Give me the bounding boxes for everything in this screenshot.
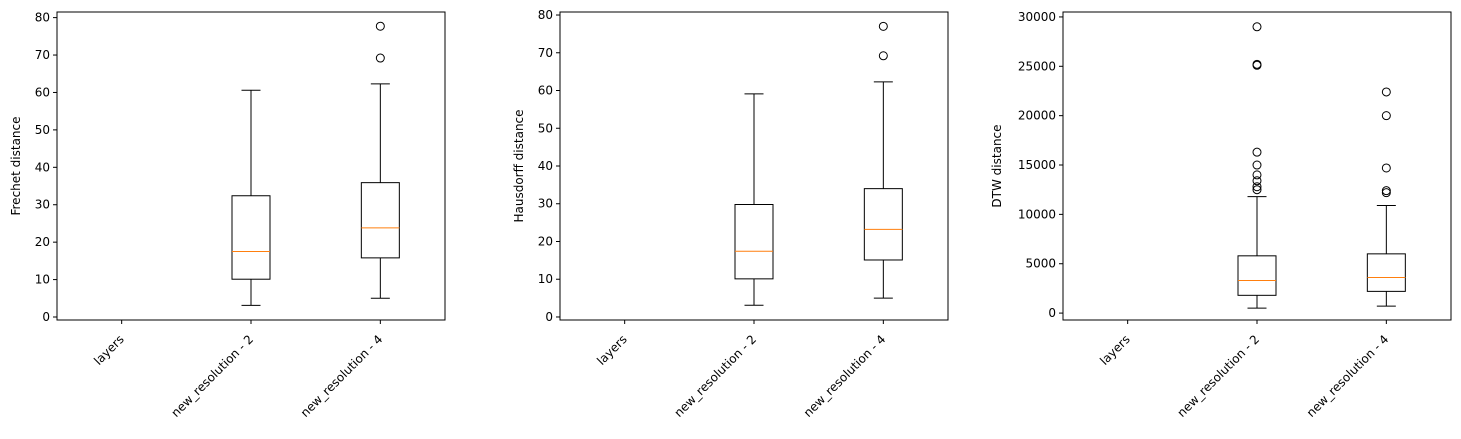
x-tick-label: new_resolution - 2 xyxy=(671,332,759,420)
y-tick-label: 30 xyxy=(35,198,50,212)
y-tick-label: 15000 xyxy=(1018,158,1056,172)
outlier-point xyxy=(878,51,888,61)
iqr-box xyxy=(734,204,774,280)
y-tick-label: 20 xyxy=(538,234,553,248)
x-tick-label: layers xyxy=(91,332,127,368)
iqr-box xyxy=(1237,255,1277,296)
y-tick-label: 25000 xyxy=(1018,59,1056,73)
y-tick-label: 70 xyxy=(35,48,50,62)
y-tick-label: 50 xyxy=(35,123,50,137)
y-tick-label: 20 xyxy=(35,235,50,249)
y-tick-label: 60 xyxy=(538,84,553,98)
outlier-point xyxy=(375,21,385,31)
x-tick-label: new_resolution - 4 xyxy=(1304,332,1392,420)
box-2 xyxy=(734,93,774,306)
outlier-point xyxy=(878,21,888,31)
chart-panel-2: 0 10 20 30 40 50 60 70 80 layers new_resolution - … xyxy=(512,8,949,420)
y-tick-label: 40 xyxy=(538,159,553,173)
chart-panel-1: 0 10 20 30 40 50 60 70 80 layers new_resolution - … xyxy=(9,11,446,420)
chart-panel-3: 0 5000 10000 15000 20000 25000 30000 layers new_… xyxy=(990,10,1452,420)
outlier-point xyxy=(1381,111,1391,121)
y-tick-label: 0 xyxy=(1048,306,1056,320)
outlier-point xyxy=(1381,87,1391,97)
y-axis-label: DTW distance xyxy=(990,124,1004,207)
outlier-point xyxy=(1381,186,1391,196)
y-axis-label: Hausdorff distance xyxy=(512,109,526,222)
y-tick-label: 60 xyxy=(35,85,50,99)
outlier-point xyxy=(1252,22,1262,32)
outlier-point xyxy=(1252,170,1262,180)
y-tick-label: 20000 xyxy=(1018,109,1056,123)
iqr-box xyxy=(863,188,903,261)
box-2 xyxy=(1237,22,1277,309)
outlier-point xyxy=(375,53,385,63)
x-tick-label: layers xyxy=(1097,332,1133,368)
x-tick-label: new_resolution - 4 xyxy=(801,332,889,420)
x-tick-label: new_resolution - 2 xyxy=(168,332,256,420)
box-2 xyxy=(231,89,271,306)
y-tick-label: 80 xyxy=(35,11,50,25)
y-tick-label: 70 xyxy=(538,46,553,60)
x-tick-label: new_resolution - 2 xyxy=(1174,332,1262,420)
box-3 xyxy=(863,21,903,299)
outlier-point xyxy=(1252,59,1262,69)
outlier-point xyxy=(1252,185,1262,195)
outlier-point xyxy=(1252,176,1262,186)
plot-frame xyxy=(1062,11,1452,321)
y-axis-label: Frechet distance xyxy=(9,116,23,215)
y-tick-label: 10000 xyxy=(1018,207,1056,221)
x-tick-label: new_resolution - 4 xyxy=(298,332,386,420)
y-tick-label: 0 xyxy=(545,310,553,324)
outlier-point xyxy=(1252,182,1262,192)
iqr-box xyxy=(360,182,400,259)
box-3 xyxy=(360,21,400,299)
outlier-point xyxy=(1381,188,1391,198)
outlier-point xyxy=(1252,147,1262,157)
y-tick-label: 10 xyxy=(35,273,50,287)
y-tick-label: 30000 xyxy=(1018,10,1056,24)
box-3 xyxy=(1366,87,1406,307)
y-tick-label: 0 xyxy=(42,310,50,324)
iqr-box xyxy=(1366,253,1406,292)
x-tick-label: layers xyxy=(594,332,630,368)
outlier-point xyxy=(1381,163,1391,173)
iqr-box xyxy=(231,195,271,280)
y-tick-label: 30 xyxy=(538,197,553,211)
y-tick-label: 5000 xyxy=(1025,257,1056,271)
y-tick-label: 80 xyxy=(538,8,553,22)
outlier-point xyxy=(1252,160,1262,170)
y-tick-label: 40 xyxy=(35,160,50,174)
y-tick-label: 10 xyxy=(538,272,553,286)
y-tick-label: 50 xyxy=(538,121,553,135)
